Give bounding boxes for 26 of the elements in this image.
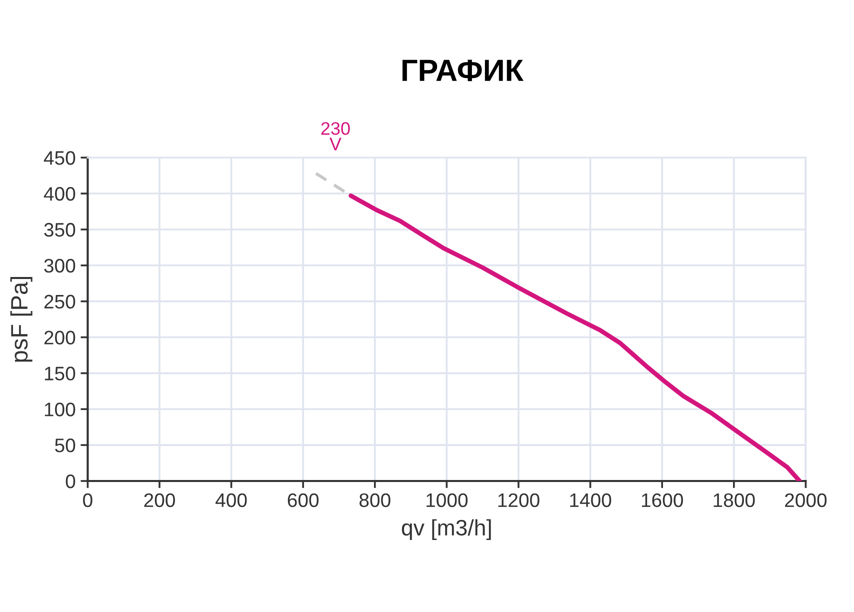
y-tick-label: 100 xyxy=(44,402,76,416)
x-tick-label: 200 xyxy=(144,493,175,508)
x-tick-label: 800 xyxy=(360,493,390,508)
y-tick-label: 350 xyxy=(44,222,76,237)
line-series xyxy=(348,193,802,481)
x-tick-label: 1200 xyxy=(498,493,540,508)
x-axis-title: qv [m3/h] xyxy=(402,519,491,540)
x-tick-label: 1400 xyxy=(570,493,612,508)
y-tick-label: 450 xyxy=(44,151,76,165)
x-tick-label: 400 xyxy=(216,493,247,508)
y-tick-label: 150 xyxy=(44,366,76,380)
y-tick-label: 50 xyxy=(55,438,76,452)
x-tick-label: 1800 xyxy=(714,493,755,508)
y-tick-label: 400 xyxy=(44,187,76,201)
y-tick-label: 300 xyxy=(44,258,76,273)
x-tick-label: 1600 xyxy=(642,493,683,508)
text: 230 V xyxy=(321,122,350,150)
y-tick-label: 250 xyxy=(44,294,76,309)
x-tick-label: 2000 xyxy=(785,493,827,508)
x-tick-label: 0 xyxy=(83,493,92,508)
y-axis-title: psF [Pa] xyxy=(10,277,32,362)
y-tick-label: 200 xyxy=(44,330,76,345)
chart-title: ГРАФИК xyxy=(402,60,524,82)
x-tick-label: 1000 xyxy=(426,493,468,508)
x-tick-label: 600 xyxy=(288,493,319,508)
y-tick-label: 0 xyxy=(66,474,76,488)
